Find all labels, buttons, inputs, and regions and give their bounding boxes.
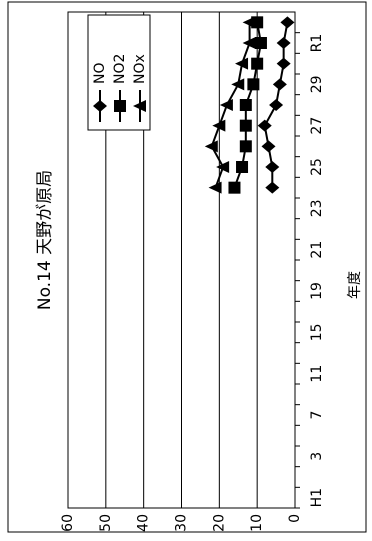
marker: [133, 100, 146, 112]
marker: [276, 37, 291, 49]
legend-label: NO: [92, 63, 108, 85]
x-axis-label: 年度: [347, 271, 363, 299]
marker: [239, 119, 252, 132]
marker: [242, 37, 256, 49]
marker: [93, 100, 107, 112]
marker: [114, 100, 126, 112]
marker: [239, 140, 252, 153]
marker: [204, 140, 218, 153]
x-tick-label: 3: [309, 452, 325, 461]
marker: [251, 57, 264, 70]
marker: [212, 119, 226, 132]
x-tick-label: 29: [309, 75, 325, 93]
marker: [239, 99, 252, 111]
marker: [254, 37, 267, 49]
x-tick-label: 23: [309, 199, 325, 217]
rotated-chart: No.14 天野が原局 年度 0 10 20 30 40 50 60 H1 3 7 11 15 19 21…: [35, 11, 363, 532]
x-tick-label: 15: [309, 323, 325, 341]
marker: [269, 99, 284, 111]
y-tick-label: 0: [287, 514, 303, 523]
y-tick-label: 30: [174, 514, 190, 532]
chart-title: No.14 天野が原局: [35, 170, 55, 310]
marker: [247, 78, 260, 91]
marker: [228, 181, 241, 194]
marker: [276, 57, 291, 70]
marker: [208, 181, 222, 194]
marker: [280, 16, 295, 29]
marker: [265, 181, 280, 194]
marker: [257, 119, 272, 132]
marker: [231, 78, 245, 91]
marker: [236, 161, 249, 173]
legend-label: NO2: [112, 54, 128, 84]
x-tick-label: 7: [309, 411, 325, 420]
y-tick-label: 10: [249, 514, 265, 532]
x-tick-label: 11: [309, 365, 325, 383]
y-tick-label: 60: [60, 514, 76, 532]
x-tick-label: 21: [309, 241, 325, 259]
marker: [261, 140, 276, 153]
marker: [219, 99, 233, 111]
x-tick-label: R1: [309, 34, 325, 53]
y-tick-label: 40: [136, 514, 152, 532]
marker: [216, 161, 230, 173]
legend-box: [87, 14, 151, 131]
frame: [7, 1, 367, 533]
marker: [242, 16, 256, 29]
legend-label: NOx: [132, 54, 148, 84]
marker: [235, 57, 249, 70]
marker: [265, 161, 280, 173]
x-tick-label: 27: [309, 117, 325, 135]
y-tick-label: 20: [211, 514, 227, 532]
x-tick-label: 19: [309, 282, 325, 300]
x-tick-label: H1: [309, 488, 325, 507]
y-tick-label: 50: [98, 514, 114, 532]
x-tick-label: 25: [309, 158, 325, 176]
marker: [272, 78, 287, 91]
